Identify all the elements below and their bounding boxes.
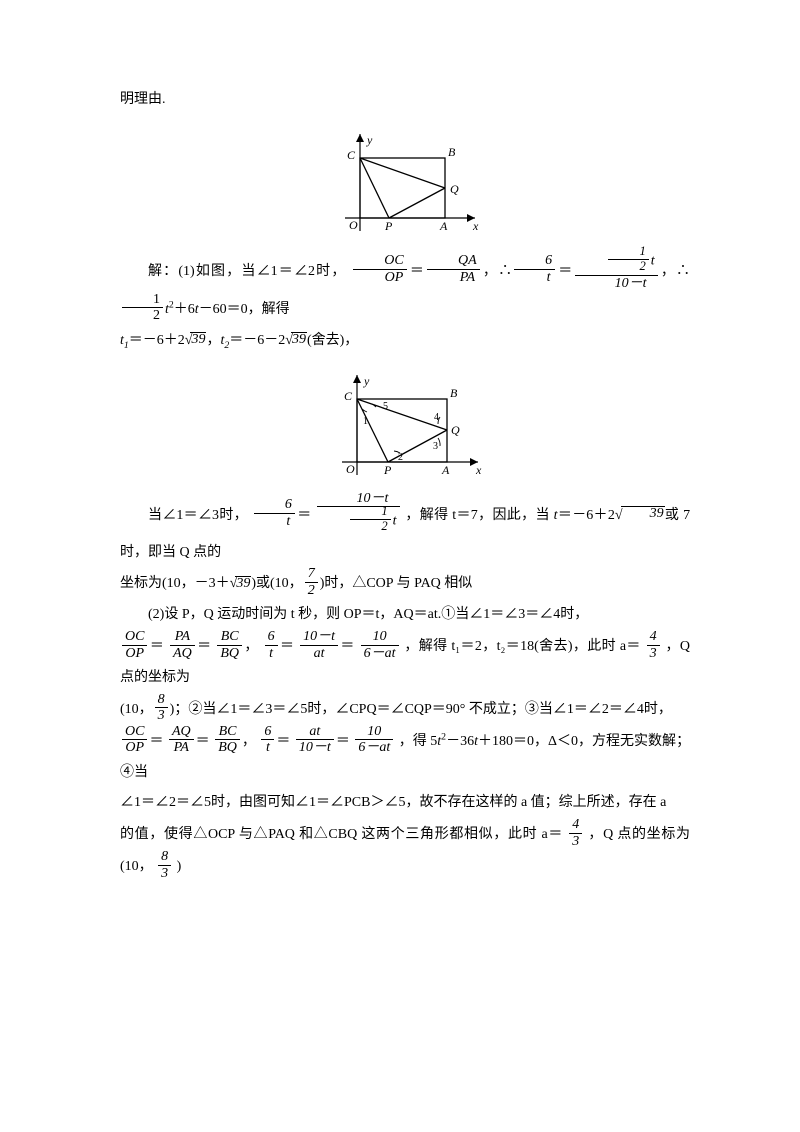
svg-text:C: C bbox=[344, 389, 353, 403]
svg-text:Q: Q bbox=[451, 423, 460, 437]
svg-text:x: x bbox=[472, 219, 479, 233]
solution-3-line3: (10，83)；②当∠1＝∠3＝∠5时，∠CPQ＝∠CQP＝90° 不成立；③当… bbox=[120, 694, 690, 726]
figure-1: y x O P A Q B C bbox=[120, 126, 690, 241]
svg-text:y: y bbox=[363, 374, 370, 388]
solution-2-line1: 当∠1＝∠3时， 6t＝ 10－t 12t ，解得 t＝7，因此，当 t＝－6＋… bbox=[120, 493, 690, 569]
svg-text:y: y bbox=[366, 133, 373, 147]
frac-10mt-halft: 10－t 12t bbox=[317, 491, 399, 536]
svg-text:A: A bbox=[439, 219, 448, 233]
frac-halft-10mt: 12t 10－t bbox=[575, 247, 657, 292]
solution-3-line1: (2)设 P，Q 运动时间为 t 秒，则 OP＝t，AQ＝at.①当∠1＝∠3＝… bbox=[120, 600, 690, 631]
frac-oc-op: OCOP bbox=[353, 253, 406, 285]
solution-2-line2: 坐标为(10，－3＋√39)或(10，72)时，△COP 与 PAQ 相似 bbox=[120, 568, 690, 600]
svg-text:2: 2 bbox=[398, 452, 403, 463]
svg-text:Q: Q bbox=[450, 182, 459, 196]
svg-text:P: P bbox=[383, 463, 392, 477]
svg-text:3: 3 bbox=[433, 441, 438, 452]
svg-text:C: C bbox=[347, 148, 356, 162]
top-fragment: 明理由. bbox=[120, 85, 690, 116]
solution-3-line2: OCOP＝ PAAQ＝ BCBQ， 6t＝ 10－tat＝ 106－at ，解得… bbox=[120, 631, 690, 694]
frac-7-2: 72 bbox=[305, 566, 318, 598]
svg-text:B: B bbox=[450, 386, 458, 400]
frac-qa-pa: QAPA bbox=[427, 253, 480, 285]
solution-1-line2: t1＝－6＋2√39，t2＝－6－2√39(舍去)， bbox=[120, 326, 690, 357]
solution-1-line1: 解：(1)如图，当∠1＝∠2时， OCOP ＝ QAPA ，∴ 6t ＝ 12t… bbox=[120, 249, 690, 326]
frac-6-t: 6t bbox=[514, 253, 555, 285]
svg-text:5: 5 bbox=[383, 401, 388, 412]
frac-half: 12 bbox=[122, 292, 163, 324]
svg-text:1: 1 bbox=[363, 416, 368, 427]
svg-text:O: O bbox=[349, 218, 358, 232]
sol1-prefix: 解：(1)如图，当∠1＝∠2时， bbox=[148, 264, 347, 279]
svg-text:A: A bbox=[441, 463, 450, 477]
svg-text:P: P bbox=[384, 219, 393, 233]
solution-3-line4: OCOP＝ AQPA＝ BCBQ， 6t＝ at10－t＝ 106－at ，得 … bbox=[120, 726, 690, 789]
svg-text:B: B bbox=[448, 145, 456, 159]
solution-3-line5: ∠1＝∠2＝∠5时，由图可知∠1＝∠PCB＞∠5，故不存在这样的 a 值；综上所… bbox=[120, 788, 690, 819]
svg-text:x: x bbox=[475, 463, 482, 477]
figure-2: y x O P A Q B C 1 2 3 4 5 bbox=[120, 367, 690, 485]
solution-3-line6: 的值，使得△OCP 与△PAQ 和△CBQ 这两个三角形都相似，此时 a＝ 43… bbox=[120, 819, 690, 883]
frac-6-t-b: 6t bbox=[254, 497, 295, 529]
svg-text:4: 4 bbox=[434, 412, 439, 423]
svg-text:O: O bbox=[346, 462, 355, 476]
